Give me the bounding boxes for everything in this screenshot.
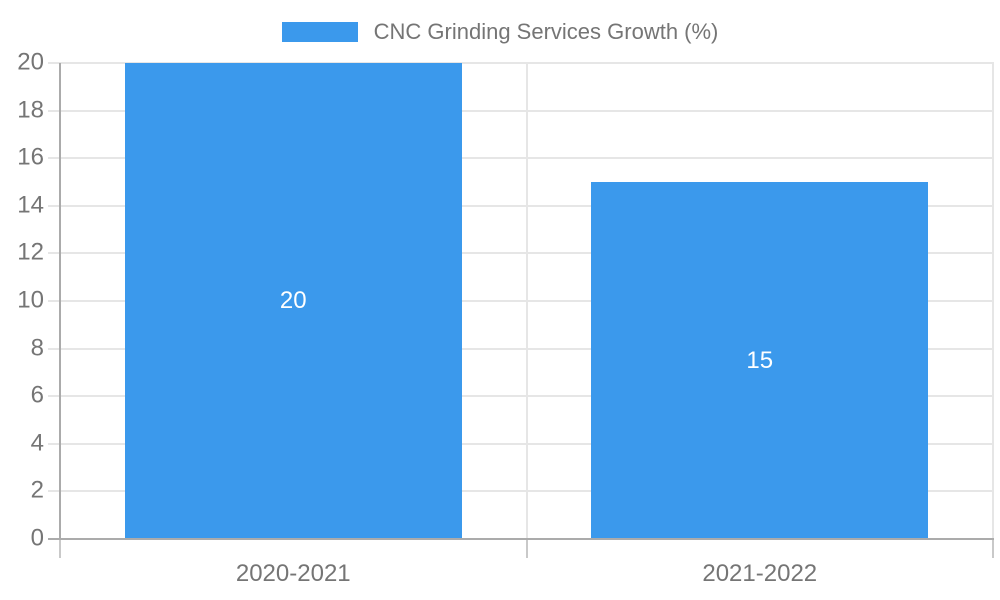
y-gridline [48, 157, 994, 160]
y-axis-tick-label: 20 [17, 48, 44, 76]
legend-label: CNC Grinding Services Growth (%) [373, 19, 719, 44]
y-gridline [48, 109, 994, 112]
y-axis-tick-label: 16 [17, 143, 44, 171]
y-gridline [48, 204, 994, 207]
y-axis-tick-label: 0 [30, 524, 44, 552]
y-gridline [48, 252, 994, 255]
y-gridline [48, 62, 994, 64]
y-axis-tick-label: 2 [30, 476, 44, 504]
bar-2021-2022[interactable] [591, 182, 929, 539]
y-axis-tick-label: 6 [30, 381, 44, 409]
bar-value-label: 20 [279, 287, 307, 314]
category-boundary-gridline [525, 63, 528, 539]
x-axis-tick [992, 540, 994, 558]
y-gridline [48, 300, 994, 302]
x-axis-tick [59, 540, 61, 558]
y-axis-tick-label: 18 [17, 96, 44, 124]
category-boundary-gridline [992, 63, 994, 539]
y-axis-tick-label: 10 [17, 286, 44, 314]
x-axis-line [48, 538, 994, 540]
legend-swatch [281, 22, 358, 42]
x-axis-tick [525, 540, 528, 558]
x-axis-tick-label: 2020-2021 [235, 560, 351, 587]
chart-legend[interactable]: CNC Grinding Services Growth (%) [0, 20, 1000, 44]
y-axis-tick-label: 14 [17, 191, 44, 219]
bar-2020-2021[interactable] [124, 63, 462, 539]
x-axis-tick-label: 2021-2022 [702, 560, 818, 587]
y-axis-line [59, 63, 61, 541]
y-axis-tick-label: 8 [30, 334, 44, 362]
y-gridline [48, 395, 994, 398]
bar-value-label: 15 [746, 346, 774, 374]
y-axis-tick-label: 12 [17, 238, 44, 266]
y-gridline [48, 347, 994, 350]
y-axis-tick-label: 4 [30, 429, 44, 457]
y-gridline [48, 490, 994, 493]
y-gridline [48, 442, 994, 445]
